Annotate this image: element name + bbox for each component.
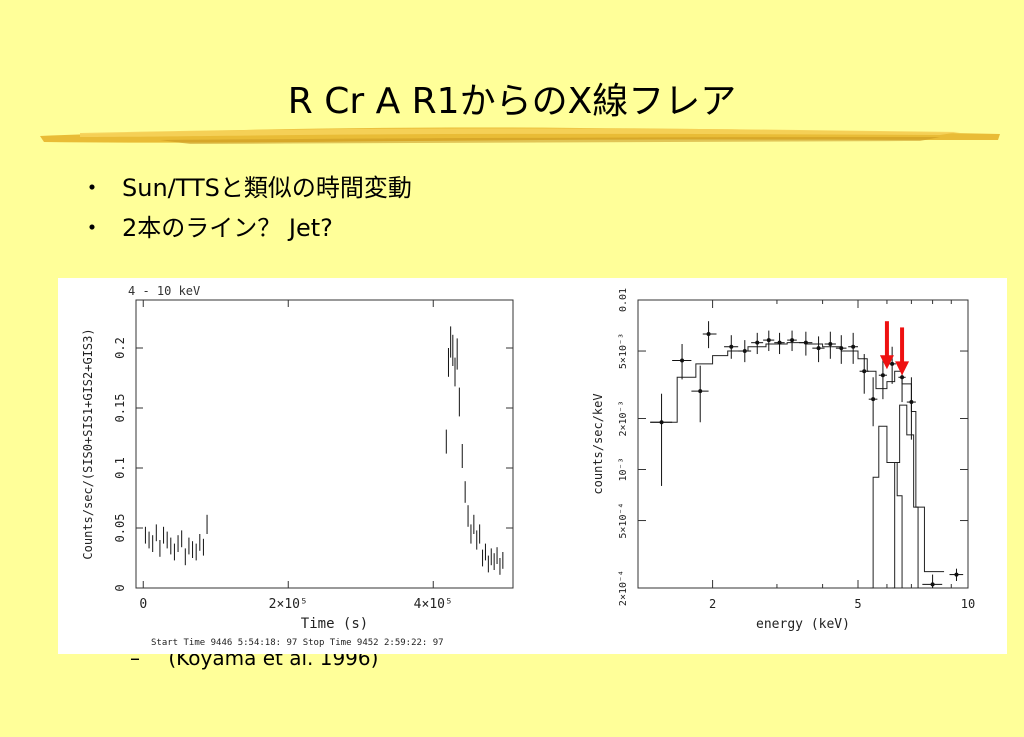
- data-point: [859, 354, 869, 394]
- red-arrow-head: [879, 355, 894, 370]
- data-point: [949, 568, 964, 581]
- data-point: [848, 332, 858, 364]
- data-point: [702, 321, 717, 349]
- x-tick-label: 5: [854, 597, 861, 611]
- x-tick-label: 0: [139, 597, 147, 612]
- point-marker: [706, 332, 711, 337]
- bullet-text: Sun/TTSと類似の時間変動: [122, 173, 412, 202]
- point-marker: [755, 340, 760, 345]
- y-tick-label: 0.01: [618, 288, 629, 312]
- y-tick-label: 2×10⁻³: [618, 400, 629, 436]
- red-arrow-head: [895, 361, 910, 376]
- data-point: [691, 365, 709, 423]
- point-marker: [803, 340, 808, 345]
- point-marker: [900, 375, 905, 380]
- point-marker: [777, 340, 782, 345]
- point-marker: [871, 397, 876, 402]
- y-tick-label: 0.2: [113, 337, 127, 359]
- y-tick-label: 2×10⁻⁴: [618, 570, 629, 606]
- plot-frame: [637, 299, 969, 589]
- y-tick-label: 0.1: [113, 457, 127, 479]
- data-point: [787, 330, 797, 352]
- point-marker: [954, 572, 959, 577]
- data-point: [906, 377, 916, 440]
- data-point: [799, 331, 813, 356]
- x-axis-label: energy (keV): [756, 617, 850, 632]
- data-point: [650, 393, 673, 486]
- bullet-list: ・ Sun/TTSと類似の時間変動 ・ 2本のライン？ Jet?: [80, 165, 412, 245]
- point-marker: [766, 338, 771, 343]
- data-point: [812, 336, 825, 363]
- title-underline-brush: [40, 127, 1000, 144]
- model-histogram: [892, 404, 919, 589]
- point-marker: [816, 346, 821, 351]
- data-point: [868, 377, 878, 427]
- y-tick-label: 10⁻³: [618, 457, 629, 481]
- figure-panel: 4 - 10 keV 0 2×10⁵ 4×10⁵ 0 0.05 0.1 0.15 0.2 Time…: [58, 278, 1007, 654]
- light-curve-chart: 4 - 10 keV 0 2×10⁵ 4×10⁵ 0 0.05 0.1 0.15 0.2 Time…: [81, 284, 514, 648]
- data-point: [878, 355, 887, 400]
- data-point: [774, 332, 785, 355]
- point-marker: [729, 344, 734, 349]
- x-tick-label: 10: [961, 597, 975, 611]
- y-tick-label: 0.05: [113, 514, 127, 543]
- bullet-marker: ・: [80, 173, 104, 202]
- point-marker: [890, 361, 895, 366]
- y-tick-label: 5×10⁻³: [618, 333, 629, 369]
- point-marker: [790, 338, 795, 343]
- point-marker: [851, 344, 856, 349]
- x-tick-label: 2×10⁵: [269, 597, 308, 612]
- y-tick-label: 0.15: [113, 394, 127, 423]
- data-point: [763, 330, 775, 352]
- point-marker: [828, 342, 833, 347]
- y-axis-label: Counts/sec/(SIS0+SIS1+GIS2+GIS3): [81, 328, 95, 559]
- x-axis-label: Time (s): [301, 616, 368, 632]
- data-point: [922, 574, 943, 588]
- point-marker: [698, 389, 703, 394]
- bullet-item: ・ Sun/TTSと類似の時間変動: [80, 165, 412, 205]
- data-point: [738, 340, 752, 363]
- chart-title: 4 - 10 keV: [128, 284, 200, 298]
- point-marker: [880, 373, 885, 378]
- point-marker: [930, 582, 935, 587]
- y-tick-label: 5×10⁻⁴: [618, 502, 629, 538]
- y-tick-label: 0: [113, 584, 127, 591]
- y-axis-label: counts/sec/keV: [591, 393, 605, 494]
- model-histogram: [870, 425, 903, 589]
- citation-dash: –: [130, 646, 140, 670]
- x-tick-label: 4×10⁵: [414, 597, 453, 612]
- spectrum-chart: 2 5 10 2×10⁻⁴ 5×10⁻⁴ 10⁻³ 2×10⁻³ 5×10⁻³ 0.01 ener…: [591, 288, 975, 632]
- data-point: [835, 335, 847, 364]
- data-point: [724, 335, 739, 359]
- data-point: [672, 344, 692, 380]
- x-tick-label: 2: [709, 597, 716, 611]
- point-marker: [659, 420, 664, 425]
- point-marker: [862, 369, 867, 374]
- point-marker: [839, 346, 844, 351]
- slide-title: R Cr A R1からのX線フレア: [287, 81, 737, 122]
- bullet-text: 2本のライン？ Jet?: [122, 213, 333, 242]
- footer-times: Start Time 9446 5:54:18: 97 Stop Time 94…: [151, 638, 444, 648]
- data-point: [824, 331, 836, 359]
- point-marker: [742, 349, 747, 354]
- bullet-item: ・ 2本のライン？ Jet?: [80, 205, 412, 245]
- plot-frame: [135, 299, 514, 589]
- bullet-marker: ・: [80, 213, 104, 242]
- data-point: [751, 332, 764, 355]
- point-marker: [680, 358, 685, 363]
- point-marker: [909, 400, 914, 405]
